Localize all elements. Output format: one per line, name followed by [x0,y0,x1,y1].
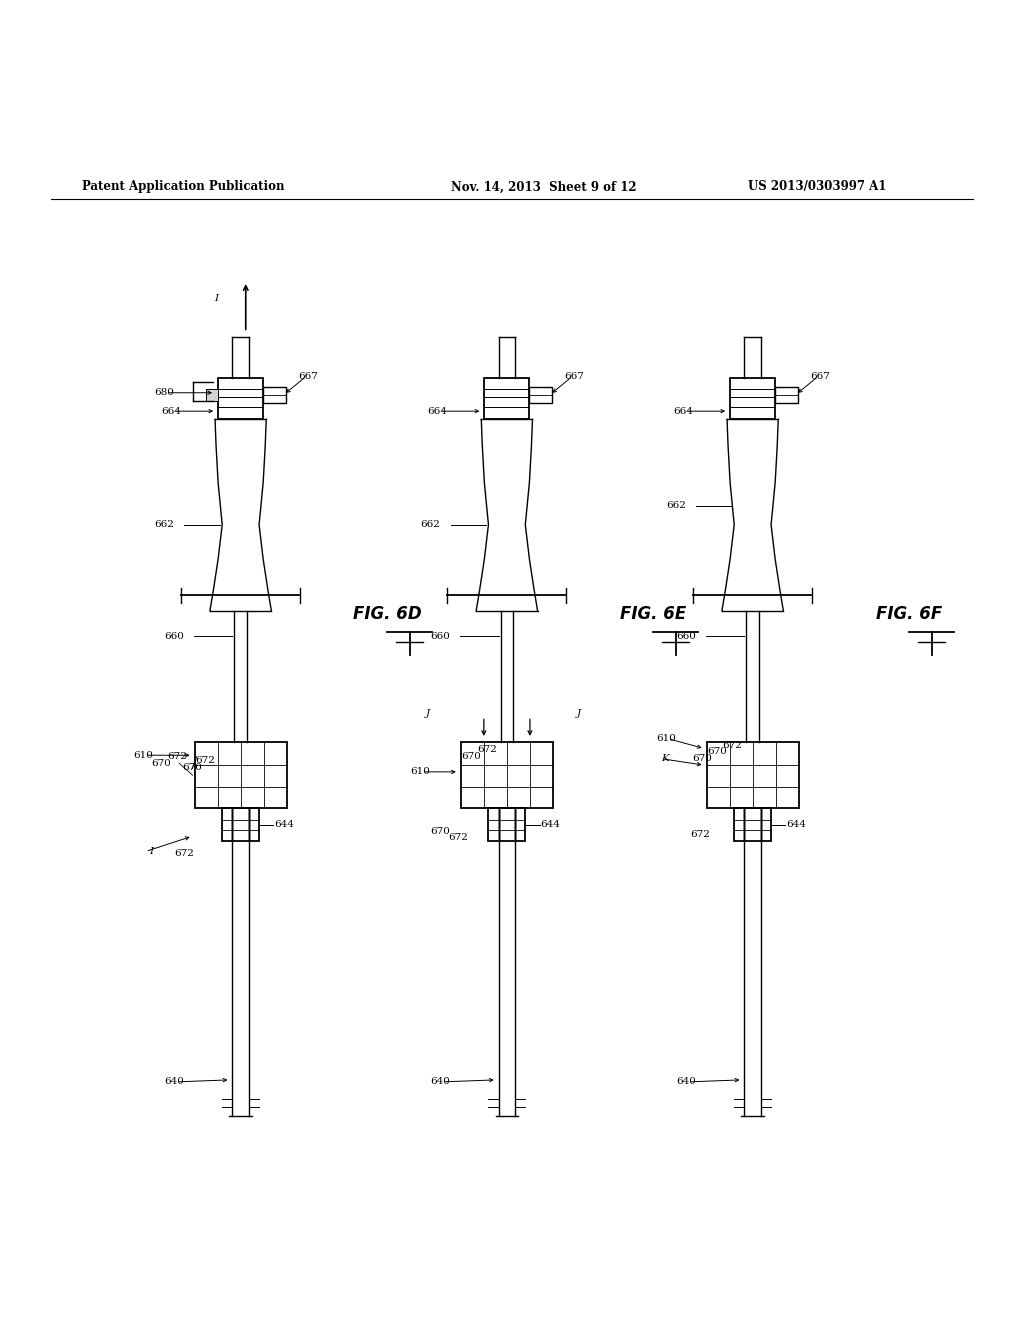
Bar [206,388,218,401]
Text: Nov. 14, 2013  Sheet 9 of 12: Nov. 14, 2013 Sheet 9 of 12 [451,181,636,194]
Text: 667: 667 [810,372,829,381]
Text: K: K [660,754,669,763]
Text: J: J [426,709,430,718]
Text: 664: 664 [428,407,447,416]
Text: 664: 664 [674,407,693,416]
Bar [484,379,529,420]
Text: 644: 644 [541,820,560,829]
Text: 640: 640 [431,1077,451,1086]
Text: FIG. 6E: FIG. 6E [620,605,686,623]
Text: 670: 670 [182,763,202,772]
Bar [734,808,771,841]
Text: 672: 672 [449,833,468,842]
Text: FIG. 6D: FIG. 6D [353,605,422,623]
Text: 640: 640 [677,1077,696,1086]
Text: 660: 660 [431,632,451,642]
Text: 610: 610 [411,767,430,776]
Text: 662: 662 [155,520,174,529]
Text: FIG. 6F: FIG. 6F [876,605,942,623]
Bar [730,379,775,420]
Text: 672: 672 [168,752,187,762]
Text: J: J [577,709,581,718]
Text: 670: 670 [708,747,727,756]
Text: 640: 640 [165,1077,184,1086]
Text: I: I [214,294,218,304]
Text: I: I [150,847,154,855]
Text: 662: 662 [421,520,440,529]
Text: 664: 664 [162,407,181,416]
Text: 670: 670 [462,752,481,762]
Text: 644: 644 [786,820,806,829]
Text: 667: 667 [298,372,317,381]
Bar [263,387,286,403]
Text: 670: 670 [152,759,171,768]
Bar [529,387,552,403]
Text: 670: 670 [431,826,451,836]
Text: 662: 662 [667,502,686,510]
Bar [222,808,259,841]
Text: 672: 672 [196,756,215,766]
Text: 667: 667 [564,372,584,381]
Bar [775,387,798,403]
Bar [218,379,263,420]
Text: 660: 660 [165,632,184,642]
Text: Patent Application Publication: Patent Application Publication [82,181,285,194]
Text: 670: 670 [692,754,712,763]
Text: 672: 672 [477,746,497,755]
Text: 672: 672 [175,849,195,858]
Bar [488,808,525,841]
Text: US 2013/0303997 A1: US 2013/0303997 A1 [748,181,886,194]
Text: 672: 672 [723,741,742,750]
Text: 672: 672 [690,830,710,840]
Text: 680: 680 [155,388,174,397]
Bar [461,742,553,808]
Text: 644: 644 [274,820,294,829]
Text: 610: 610 [134,751,154,760]
Text: 660: 660 [677,632,696,642]
Text: 610: 610 [656,734,676,743]
Bar [707,742,799,808]
Bar [195,742,287,808]
